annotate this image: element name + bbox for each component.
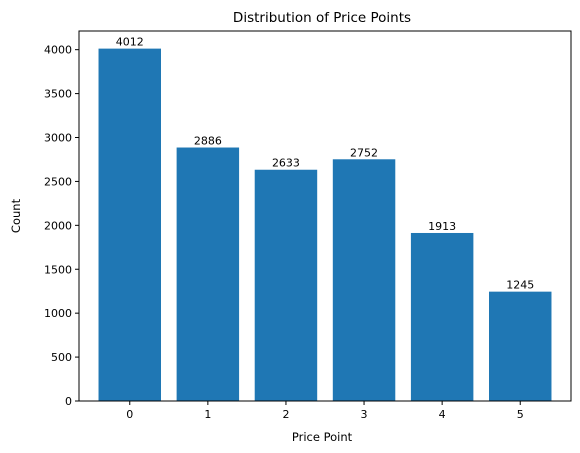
y-tick-label-3500: 3500 [44,88,72,101]
y-tick-label-4000: 4000 [44,44,72,57]
x-tick-label-1: 1 [204,408,211,421]
data-label-0: 4012 [116,36,144,49]
y-tick-label-0: 0 [65,395,72,408]
x-tick-label-3: 3 [361,408,368,421]
chart-title: Distribution of Price Points [233,10,411,26]
y-axis-label: Count [9,198,23,233]
bar-5 [489,291,552,401]
plot-frame [78,30,572,402]
y-tick-label-500: 500 [51,351,72,364]
plot-area: 4012 2886 2633 2752 1913 1245 0 1 2 3 4 5 0 500 1000 15… [44,36,552,421]
y-tick-label-1500: 1500 [44,263,72,276]
data-label-3: 2752 [350,146,378,159]
y-tick-label-2500: 2500 [44,175,72,188]
x-tick-label-0: 0 [126,408,133,421]
x-tick-label-2: 2 [282,408,289,421]
data-label-2: 2633 [272,157,300,170]
data-label-4: 1913 [428,220,456,233]
x-axis-label: Price Point [292,430,353,444]
bar-0 [98,48,161,401]
bar-2 [254,169,318,401]
y-tick-label-2000: 2000 [44,219,72,232]
x-tick-label-5: 5 [517,408,524,421]
x-tick-label-4: 4 [439,408,446,421]
bar-4 [410,232,474,401]
bar-3 [332,159,396,401]
bar-1 [176,147,240,401]
data-label-5: 1245 [506,279,534,292]
data-label-1: 2886 [194,135,222,148]
y-tick-label-1000: 1000 [44,307,72,320]
y-tick-label-3000: 3000 [44,132,72,145]
